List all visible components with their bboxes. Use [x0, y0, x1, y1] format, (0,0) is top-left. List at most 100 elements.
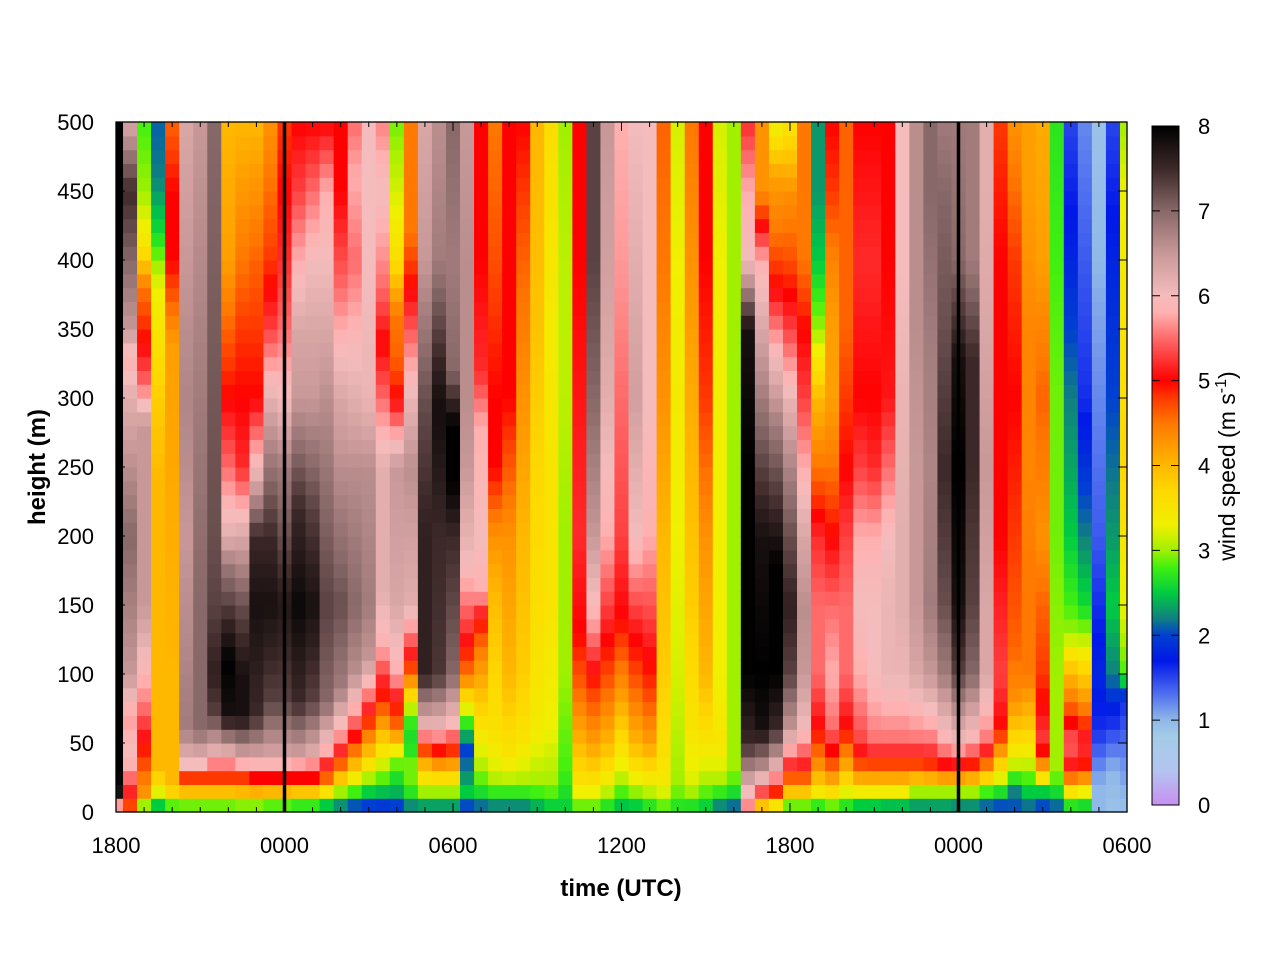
heatmap-cell — [670, 439, 686, 454]
heatmap-cell — [319, 605, 335, 620]
heatmap-cell — [460, 246, 475, 261]
heatmap-cell — [235, 687, 250, 703]
heatmap-cell — [544, 398, 559, 413]
heatmap-cell — [965, 798, 981, 813]
heatmap-cell — [937, 439, 953, 454]
heatmap-cell — [993, 411, 1009, 427]
heatmap-cell — [1007, 453, 1023, 468]
heatmap-cell — [558, 398, 573, 413]
heatmap-cell — [740, 646, 756, 661]
heatmap-cell — [797, 398, 812, 413]
heatmap-cell — [811, 508, 826, 523]
heatmap-cell — [207, 715, 222, 730]
heatmap-cell — [347, 549, 363, 565]
heatmap-cell — [1063, 287, 1079, 302]
heatmap-cell — [979, 522, 995, 537]
heatmap-cell — [165, 480, 180, 496]
heatmap-cell — [628, 743, 644, 758]
heatmap-cell — [628, 701, 644, 716]
heatmap-cell — [116, 149, 124, 164]
heatmap-cell — [445, 439, 461, 454]
heatmap-cell — [993, 149, 1009, 164]
heatmap-cell — [642, 605, 658, 620]
heatmap-cell — [670, 536, 686, 551]
heatmap-cell — [572, 577, 587, 592]
heatmap-cell — [853, 770, 868, 785]
heatmap-cell — [642, 122, 658, 137]
heatmap-cell — [1021, 536, 1037, 551]
heatmap-cell — [839, 743, 854, 758]
heatmap-cell — [319, 177, 335, 192]
heatmap-cell — [207, 605, 222, 620]
heatmap-cell — [797, 536, 812, 551]
heatmap-cell — [726, 605, 742, 620]
heatmap-cell — [965, 549, 981, 565]
heatmap-cell — [656, 632, 672, 647]
heatmap-cell — [263, 425, 279, 440]
heatmap-cell — [221, 618, 236, 634]
heatmap-cell — [698, 784, 714, 799]
heatmap-cell — [375, 508, 391, 523]
heatmap-cell — [923, 425, 939, 440]
heatmap-cell — [1077, 204, 1093, 220]
heatmap-cell — [488, 453, 503, 468]
heatmap-cell — [740, 618, 756, 634]
heatmap-cell — [1049, 715, 1065, 730]
heatmap-cell — [123, 301, 138, 316]
heatmap-cell — [614, 522, 630, 537]
heatmap-cell — [867, 439, 882, 454]
heatmap-cell — [1091, 563, 1107, 578]
heatmap-cell — [361, 411, 377, 427]
heatmap-cell — [754, 756, 770, 772]
heatmap-cell — [151, 342, 166, 358]
heatmap-cell — [488, 605, 503, 620]
heatmap-cell — [825, 232, 840, 247]
heatmap-cell — [881, 425, 896, 440]
heatmap-cell — [726, 398, 742, 413]
heatmap-cell — [937, 287, 953, 302]
heatmap-cell — [768, 798, 784, 813]
heatmap-cell — [740, 563, 756, 578]
heatmap-cell — [797, 425, 812, 440]
heatmap-cell — [698, 425, 714, 440]
heatmap-cell — [389, 756, 405, 772]
heatmap-cell — [881, 287, 896, 302]
heatmap-cell — [993, 273, 1009, 289]
heatmap-cell — [993, 356, 1009, 371]
heatmap-cell — [1035, 287, 1051, 302]
heatmap-cell — [782, 384, 798, 399]
heatmap-cell — [333, 122, 349, 137]
heatmap-cell — [712, 122, 728, 137]
heatmap-cell — [137, 425, 152, 440]
heatmap-cell — [151, 204, 166, 220]
heatmap-cell — [825, 122, 840, 137]
heatmap-cell — [431, 260, 447, 275]
heatmap-cell — [137, 370, 152, 385]
heatmap-cell — [572, 287, 587, 302]
heatmap-cell — [726, 729, 742, 744]
heatmap-cell — [642, 191, 658, 206]
heatmap-cell — [839, 232, 854, 247]
heatmap-cell — [867, 756, 882, 772]
heatmap-cell — [1091, 260, 1107, 275]
heatmap-cell — [116, 232, 124, 247]
heatmap-cell — [544, 563, 559, 578]
heatmap-cell — [923, 356, 939, 371]
heatmap-cell — [937, 770, 953, 785]
heatmap-cell — [530, 536, 545, 551]
heatmap-cell — [923, 191, 939, 206]
heatmap-cell — [221, 660, 236, 675]
heatmap-cell — [193, 232, 208, 247]
heatmap-cell — [909, 246, 924, 261]
heatmap-cell — [207, 260, 222, 275]
heatmap-cell — [1035, 260, 1051, 275]
heatmap-cell — [460, 163, 475, 178]
heatmap-cell — [979, 701, 995, 716]
heatmap-cell — [1035, 784, 1051, 799]
heatmap-cell — [768, 135, 784, 151]
heatmap-cell — [333, 605, 349, 620]
heatmap-cell — [740, 453, 756, 468]
heatmap-cell — [937, 605, 953, 620]
heatmap-cell — [263, 536, 279, 551]
heatmap-cell — [403, 646, 419, 661]
